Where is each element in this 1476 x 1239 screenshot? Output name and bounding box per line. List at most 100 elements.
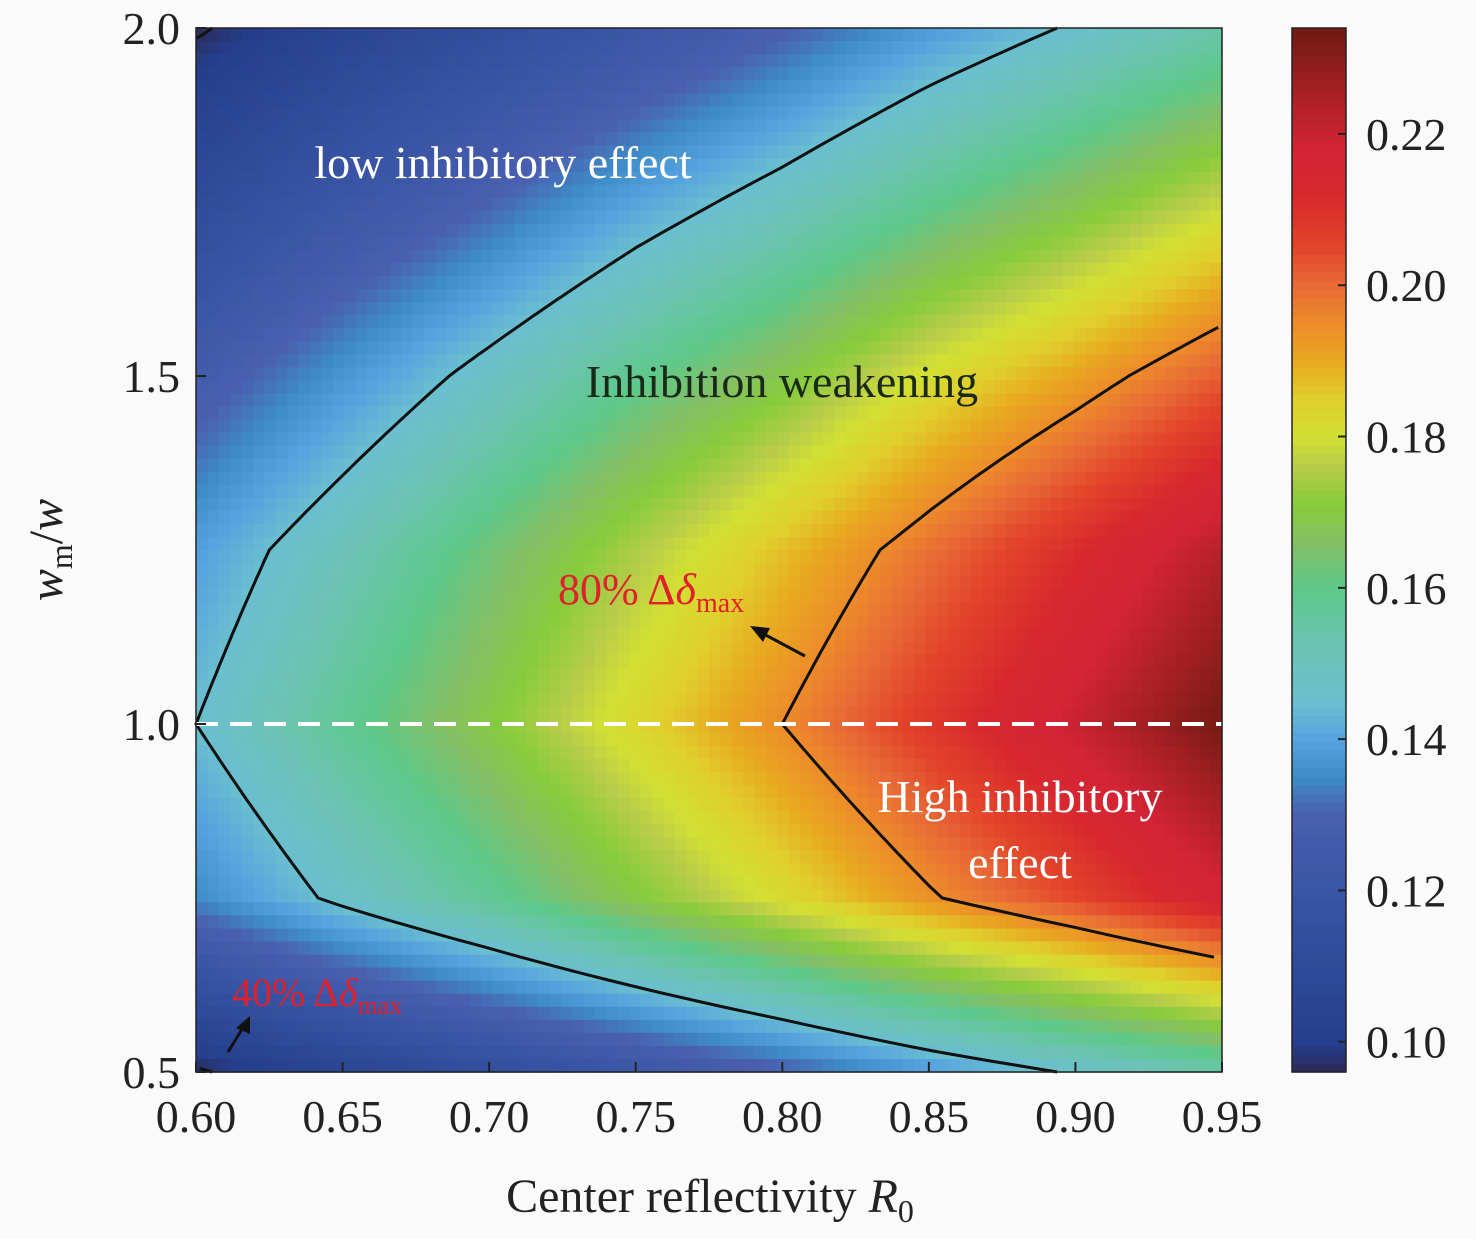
heatmap-cell (481, 458, 493, 473)
heatmap-cell (1165, 106, 1177, 120)
heatmap-cell (275, 236, 288, 251)
heatmap-cell (481, 367, 493, 381)
heatmap-cell (435, 367, 448, 381)
heatmap-cell (902, 158, 915, 173)
heatmap-cell (1108, 67, 1120, 81)
heatmap-cell (743, 537, 756, 551)
heatmap-cell (412, 54, 425, 68)
heatmap-cell (367, 197, 379, 212)
heatmap-cell (572, 341, 585, 355)
heatmap-cell (595, 523, 607, 538)
heatmap-cell (492, 706, 505, 721)
heatmap-cell (652, 302, 664, 316)
heatmap-cell (218, 328, 231, 342)
heatmap-cell (515, 367, 528, 381)
heatmap-cell (902, 28, 915, 42)
heatmap-cell (1130, 171, 1143, 186)
heatmap-cell (617, 54, 630, 68)
heatmap-cell (1142, 458, 1155, 473)
heatmap-cell (595, 328, 607, 342)
heatmap-cell (241, 471, 254, 486)
heatmap-cell (1085, 380, 1098, 395)
heatmap-cell (994, 197, 1006, 212)
heatmap-cell (982, 510, 995, 525)
heatmap-cell (1051, 719, 1063, 734)
heatmap-cell (800, 106, 813, 120)
heatmap-cell (652, 262, 664, 277)
heatmap-cell (617, 432, 630, 447)
heatmap-cell (515, 654, 528, 669)
heatmap-cell (1005, 67, 1018, 81)
heatmap-cell (674, 171, 687, 186)
heatmap-cell (321, 497, 334, 512)
heatmap-cell (1096, 367, 1109, 381)
heatmap-cell (994, 654, 1006, 669)
heatmap-cell (412, 458, 425, 473)
heatmap-cell (834, 93, 847, 107)
heatmap-cell (925, 445, 938, 460)
heatmap-cell (857, 497, 870, 512)
heatmap-cell (1187, 80, 1200, 94)
heatmap-cell (629, 145, 642, 160)
heatmap-cell (982, 289, 995, 303)
heatmap-cell (196, 80, 208, 94)
heatmap-cell (971, 289, 984, 303)
heatmap-cell (538, 393, 550, 408)
heatmap-cell (686, 367, 699, 381)
heatmap-cell (1096, 67, 1109, 81)
heatmap-cell (652, 537, 664, 551)
heatmap-cell (788, 223, 801, 238)
heatmap-cell (401, 223, 414, 238)
heatmap-cell (503, 563, 516, 577)
heatmap-cell (298, 406, 311, 421)
heatmap-cell (606, 236, 619, 251)
heatmap-cell (766, 119, 778, 134)
heatmap-cell (595, 576, 607, 590)
heatmap-cell (1085, 80, 1098, 94)
heatmap-cell (959, 223, 972, 238)
heatmap-cell (1210, 406, 1223, 421)
heatmap-cell (264, 641, 277, 656)
heatmap-cell (1187, 719, 1200, 734)
heatmap-cell (572, 80, 585, 94)
heatmap-cell (914, 67, 927, 81)
heatmap-cell (720, 67, 733, 81)
heatmap-cell (538, 158, 550, 173)
heatmap-cell (1165, 328, 1177, 342)
heatmap-cell (948, 615, 961, 629)
heatmap-cell (845, 419, 858, 434)
heatmap-cell (287, 680, 300, 695)
heatmap-cell (503, 223, 516, 238)
heatmap-cell (1005, 576, 1018, 590)
heatmap-cell (264, 615, 277, 629)
heatmap-cell (788, 445, 801, 460)
heatmap-cell (1165, 576, 1177, 590)
heatmap-cell (834, 315, 847, 329)
heatmap-cell (287, 393, 300, 408)
heatmap-cell (617, 158, 630, 173)
heatmap-cell (1165, 550, 1177, 564)
heatmap-cell (1176, 458, 1189, 473)
heatmap-cell (1005, 654, 1018, 669)
heatmap-cell (868, 510, 881, 525)
heatmap-cell (1165, 302, 1177, 316)
heatmap-cell (880, 497, 892, 512)
heatmap-cell (1153, 589, 1166, 603)
heatmap-cell (629, 367, 642, 381)
heatmap-cell (1199, 184, 1212, 199)
heatmap-cell (1119, 484, 1132, 499)
heatmap-cell (629, 393, 642, 408)
heatmap-cell (196, 419, 208, 434)
heatmap-cell (458, 589, 471, 603)
heatmap-cell (948, 641, 961, 656)
heatmap-cell (367, 54, 379, 68)
heatmap-cell (891, 80, 904, 94)
heatmap-cell (549, 380, 562, 395)
heatmap-cell (743, 289, 756, 303)
heatmap-cell (572, 354, 585, 368)
heatmap-cell (937, 41, 949, 55)
heatmap-cell (1176, 106, 1189, 120)
heatmap-cell (287, 132, 300, 147)
heatmap-cell (971, 328, 984, 342)
heatmap-cell (640, 197, 653, 212)
